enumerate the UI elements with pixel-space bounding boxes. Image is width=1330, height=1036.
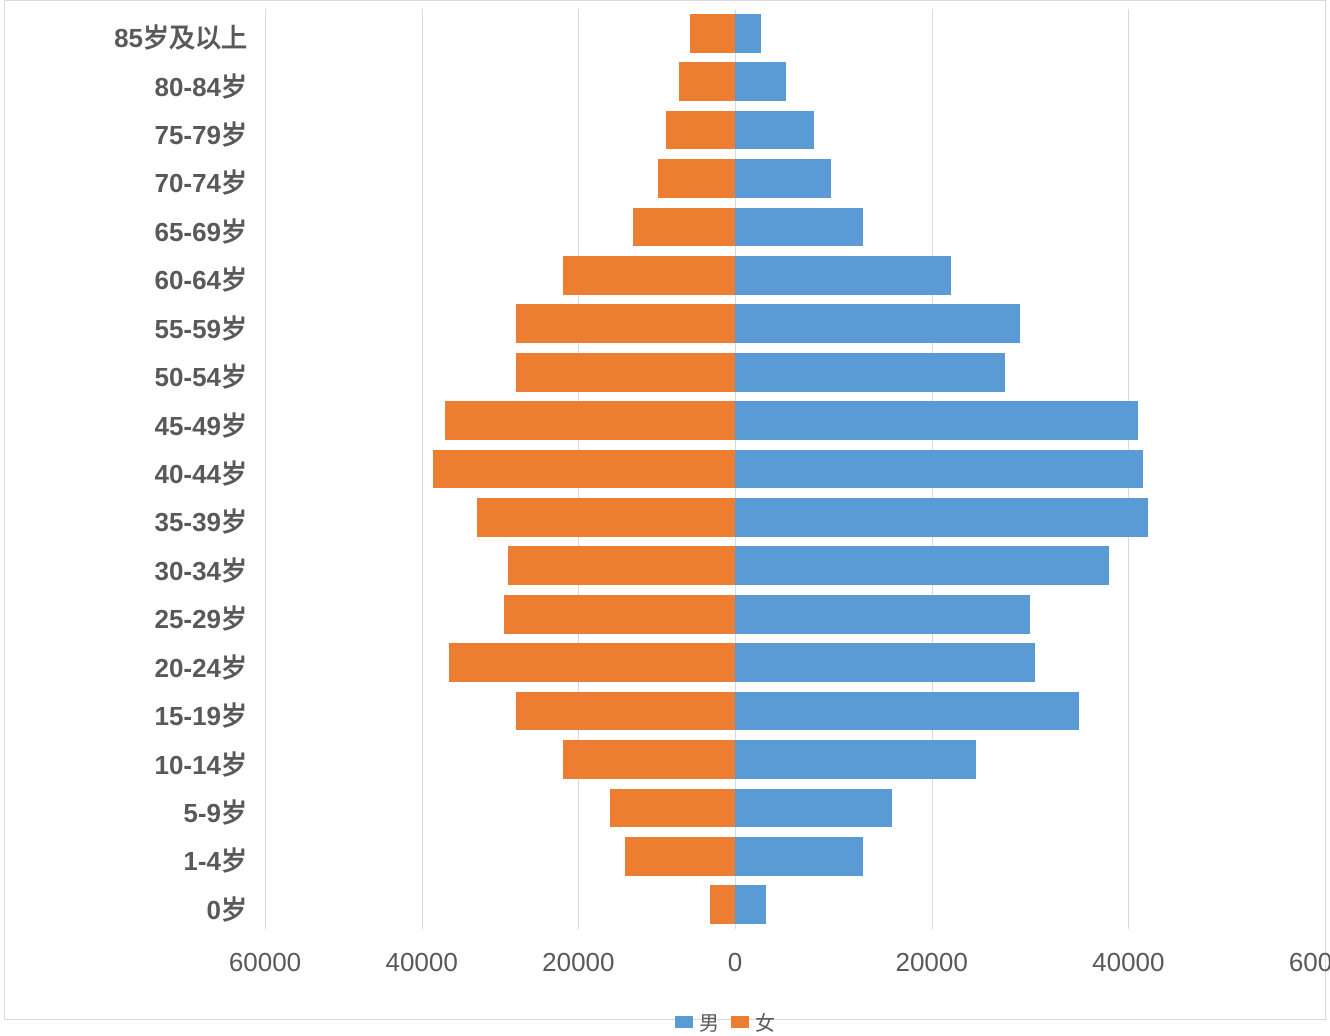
y-axis-label: 35-39岁 bbox=[5, 502, 247, 539]
legend-swatch bbox=[675, 1016, 693, 1028]
bar-row bbox=[265, 789, 1325, 828]
bar-right bbox=[735, 789, 892, 828]
y-axis-label: 85岁及以上 bbox=[5, 18, 247, 55]
bar-left bbox=[433, 450, 735, 489]
bar-right bbox=[735, 159, 831, 198]
bar-left bbox=[508, 546, 735, 585]
bar-right bbox=[735, 498, 1148, 537]
bar-right bbox=[735, 111, 814, 150]
bar-row bbox=[265, 692, 1325, 731]
bar-right bbox=[735, 353, 1005, 392]
bar-right bbox=[735, 837, 863, 876]
chart-frame: 85岁及以上 80-84岁 75-79岁 70-74岁 65-69岁 60-64岁 55-5… bbox=[4, 0, 1326, 1020]
bar-right bbox=[735, 546, 1109, 585]
y-axis-label: 50-54岁 bbox=[5, 357, 247, 394]
bar-row bbox=[265, 498, 1325, 537]
y-axis-label: 40-44岁 bbox=[5, 454, 247, 491]
bar-right bbox=[735, 14, 761, 53]
bar-right bbox=[735, 692, 1079, 731]
y-axis-label: 80-84岁 bbox=[5, 67, 247, 104]
y-axis-label: 10-14岁 bbox=[5, 745, 247, 782]
bar-right bbox=[735, 643, 1035, 682]
y-axis-label: 20-24岁 bbox=[5, 648, 247, 685]
bar-right bbox=[735, 256, 951, 295]
x-axis-label: 0 bbox=[728, 947, 742, 978]
y-axis-label: 55-59岁 bbox=[5, 309, 247, 346]
bar-right bbox=[735, 885, 766, 924]
bar-left bbox=[679, 62, 735, 101]
bar-right bbox=[735, 450, 1143, 489]
bar-left bbox=[666, 111, 735, 150]
bar-left bbox=[445, 401, 735, 440]
y-axis-label: 45-49岁 bbox=[5, 406, 247, 443]
bar-left bbox=[477, 498, 736, 537]
y-axis-label: 0岁 bbox=[5, 890, 247, 927]
bar-right bbox=[735, 304, 1020, 343]
legend-item: 男 bbox=[675, 1007, 719, 1036]
bar-left bbox=[516, 304, 735, 343]
legend-swatch bbox=[731, 1016, 749, 1028]
bar-row bbox=[265, 62, 1325, 101]
bar-left bbox=[625, 837, 735, 876]
bar-left bbox=[563, 740, 735, 779]
bar-left bbox=[690, 14, 735, 53]
y-axis-label: 1-4岁 bbox=[5, 841, 247, 878]
bar-left bbox=[516, 353, 735, 392]
bar-row bbox=[265, 885, 1325, 924]
bar-right bbox=[735, 740, 976, 779]
bar-right bbox=[735, 208, 863, 247]
x-axis-label: 60000 bbox=[1289, 947, 1330, 978]
x-axis-label: 20000 bbox=[896, 947, 968, 978]
bar-row bbox=[265, 401, 1325, 440]
y-axis-label: 65-69岁 bbox=[5, 212, 247, 249]
x-axis-label: 20000 bbox=[542, 947, 614, 978]
x-axis-label: 40000 bbox=[386, 947, 458, 978]
bar-row bbox=[265, 256, 1325, 295]
bar-right bbox=[735, 401, 1138, 440]
legend: 男女 bbox=[675, 1007, 775, 1036]
y-axis-label: 75-79岁 bbox=[5, 115, 247, 152]
y-axis-label: 5-9岁 bbox=[5, 793, 247, 830]
bar-row bbox=[265, 208, 1325, 247]
bar-row bbox=[265, 14, 1325, 53]
bar-row bbox=[265, 450, 1325, 489]
bar-left bbox=[504, 595, 735, 634]
bar-row bbox=[265, 837, 1325, 876]
legend-label: 男 bbox=[699, 1007, 719, 1036]
x-axis-label: 60000 bbox=[229, 947, 301, 978]
y-axis-label: 15-19岁 bbox=[5, 696, 247, 733]
bar-left bbox=[563, 256, 735, 295]
bar-row bbox=[265, 159, 1325, 198]
y-axis-label: 25-29岁 bbox=[5, 599, 247, 636]
bar-left bbox=[658, 159, 735, 198]
legend-item: 女 bbox=[731, 1007, 775, 1036]
bar-left bbox=[516, 692, 735, 731]
bar-left bbox=[610, 789, 735, 828]
bar-right bbox=[735, 595, 1030, 634]
bar-row bbox=[265, 546, 1325, 585]
bar-row bbox=[265, 595, 1325, 634]
y-axis-label: 60-64岁 bbox=[5, 260, 247, 297]
bar-row bbox=[265, 111, 1325, 150]
bar-row bbox=[265, 304, 1325, 343]
bar-left bbox=[633, 208, 735, 247]
bar-right bbox=[735, 62, 786, 101]
gridline bbox=[1325, 9, 1326, 929]
y-axis-label: 30-34岁 bbox=[5, 551, 247, 588]
plot-area bbox=[265, 9, 1325, 929]
x-axis-label: 40000 bbox=[1092, 947, 1164, 978]
bar-row bbox=[265, 353, 1325, 392]
legend-label: 女 bbox=[755, 1007, 775, 1036]
bar-row bbox=[265, 740, 1325, 779]
y-axis-label: 70-74岁 bbox=[5, 163, 247, 200]
bar-left bbox=[449, 643, 735, 682]
bar-left bbox=[710, 885, 735, 924]
bar-row bbox=[265, 643, 1325, 682]
